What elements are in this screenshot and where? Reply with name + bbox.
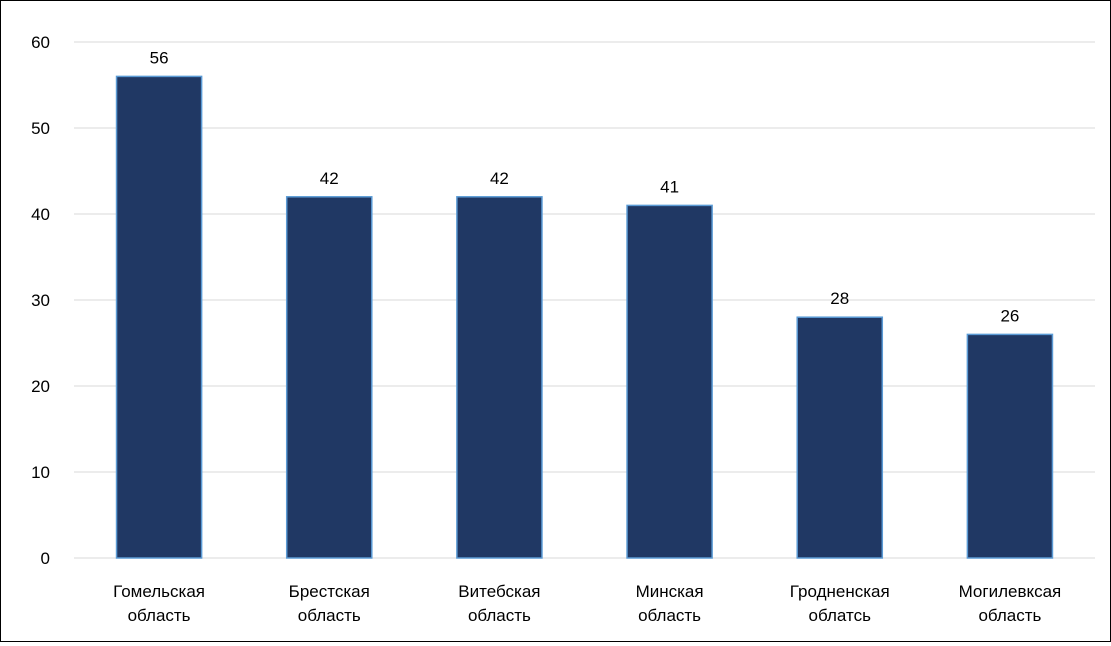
bar (285, 196, 373, 559)
x-tick-label: Минская область (636, 582, 704, 625)
y-axis-tick-labels: 0 10 20 30 40 50 60 (31, 33, 50, 568)
bar (115, 75, 203, 559)
x-tick-label: Витебская область (458, 582, 540, 625)
data-label: 56 (150, 48, 169, 67)
data-label: 42 (320, 169, 339, 188)
data-labels: 56 42 42 41 28 26 (150, 48, 1020, 325)
x-tick-label: Гродненская облатсь (790, 582, 890, 625)
x-tick-label: Брестская область (289, 582, 370, 625)
y-tick-label: 60 (31, 33, 50, 52)
x-tick-label: Гомельская область (113, 582, 205, 625)
bars (115, 75, 1054, 559)
bar (966, 333, 1054, 559)
data-label: 28 (830, 289, 849, 308)
x-axis-tick-labels: Гомельская область Брестская область Витебск… (113, 582, 1061, 625)
data-label: 42 (490, 169, 509, 188)
y-tick-label: 20 (31, 377, 50, 396)
bar (456, 196, 543, 559)
x-tick-label: Могилевксая область (959, 582, 1062, 625)
gridlines (74, 41, 1095, 559)
data-label: 41 (660, 177, 679, 196)
y-tick-label: 10 (31, 463, 50, 482)
y-tick-label: 50 (31, 119, 50, 138)
y-tick-label: 30 (31, 291, 50, 310)
y-tick-label: 0 (41, 549, 50, 568)
bar (626, 204, 713, 559)
y-tick-label: 40 (31, 205, 50, 224)
bar (796, 316, 884, 559)
data-label: 26 (1000, 306, 1019, 325)
